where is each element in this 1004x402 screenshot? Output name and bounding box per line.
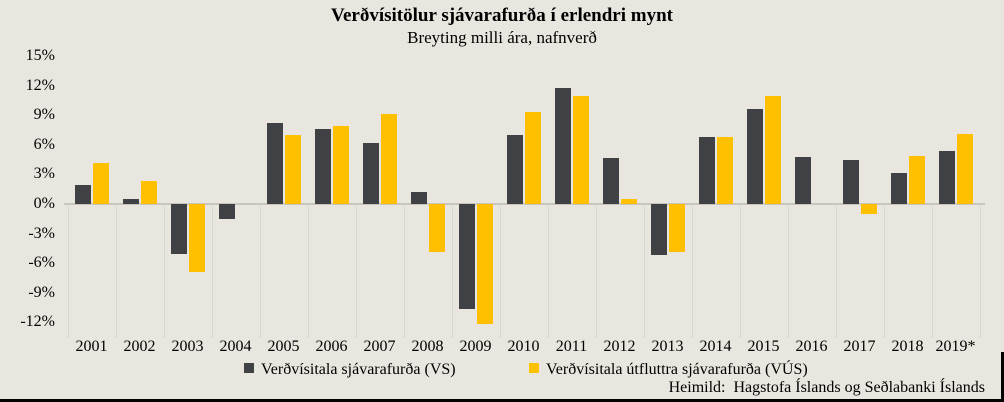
bar-vs-2002 bbox=[122, 199, 139, 204]
legend-label-vus: Verðvísitala útfluttra sjávarafurða (VÚS… bbox=[546, 361, 808, 378]
y-axis-tick-label: 6% bbox=[33, 135, 55, 153]
bar-vus-2003 bbox=[188, 204, 205, 272]
zero-axis-line bbox=[64, 203, 985, 205]
bar-vus-2019 bbox=[956, 134, 973, 204]
bar-vus-2002 bbox=[140, 181, 157, 204]
category-boundary-tick bbox=[499, 204, 501, 337]
category-boundary-tick bbox=[547, 204, 549, 337]
bar-vs-2013 bbox=[650, 204, 667, 256]
y-axis-tick-label: -3% bbox=[28, 224, 55, 242]
y-axis-tick-label: -6% bbox=[28, 254, 55, 272]
bar-vus-2009 bbox=[476, 204, 493, 325]
chart-subtitle: Breyting milli ára, nafnverð bbox=[407, 28, 597, 47]
bar-vs-2011 bbox=[554, 87, 571, 204]
bar-vus-2017 bbox=[860, 204, 877, 214]
bar-vs-2014 bbox=[698, 137, 715, 204]
x-axis-label-2003: 2003 bbox=[171, 338, 204, 355]
right-border-segment bbox=[1001, 352, 1004, 402]
bar-vus-2014 bbox=[716, 137, 733, 204]
bar-vs-2005 bbox=[266, 123, 283, 204]
category-boundary-tick bbox=[163, 204, 165, 337]
category-boundary-tick bbox=[691, 204, 693, 337]
bar-vs-2004 bbox=[218, 204, 235, 219]
bar-vs-2016 bbox=[794, 156, 811, 204]
bottom-border-line bbox=[0, 399, 1004, 402]
bar-vus-2001 bbox=[92, 162, 109, 204]
x-axis-label-2015: 2015 bbox=[747, 338, 780, 355]
y-axis-tick-label: -12% bbox=[20, 313, 55, 331]
bar-vs-2001 bbox=[74, 185, 91, 204]
bar-vus-2012 bbox=[620, 199, 637, 204]
bar-vs-2012 bbox=[602, 157, 619, 204]
y-axis-tick-label: 0% bbox=[33, 195, 55, 212]
x-axis-label-2014: 2014 bbox=[699, 338, 732, 355]
bar-vs-2007 bbox=[362, 142, 379, 204]
x-axis-label-2005: 2005 bbox=[267, 338, 300, 355]
x-axis-label-2001: 2001 bbox=[75, 338, 108, 355]
legend-label-vs: Verðvísitala sjávarafurða (VS) bbox=[261, 361, 456, 378]
bar-vus-2018 bbox=[908, 155, 925, 204]
bar-vs-2019 bbox=[938, 150, 955, 204]
chart-title: Verðvísitölur sjávarafurða í erlendri my… bbox=[331, 5, 673, 26]
x-axis-label-2006: 2006 bbox=[315, 338, 348, 355]
x-axis-label-2017: 2017 bbox=[843, 338, 876, 355]
bar-vus-2008 bbox=[428, 204, 445, 253]
category-boundary-tick bbox=[355, 204, 357, 337]
category-boundary-tick bbox=[835, 204, 837, 337]
bar-vus-2010 bbox=[524, 111, 541, 204]
bar-vs-2010 bbox=[506, 135, 523, 204]
category-boundary-tick bbox=[643, 204, 645, 337]
category-boundary-tick bbox=[307, 204, 309, 337]
y-axis-tick-label: 12% bbox=[25, 76, 55, 94]
source-note: Heimild: Hagstofa Íslands og Seðlabanki … bbox=[668, 379, 985, 396]
x-axis-label-2007: 2007 bbox=[363, 338, 396, 355]
bar-vus-2006 bbox=[332, 126, 349, 204]
category-boundary-tick bbox=[451, 204, 453, 337]
category-boundary-tick bbox=[883, 204, 885, 337]
category-boundary-tick bbox=[931, 204, 933, 337]
vus-legend-swatch-icon bbox=[529, 363, 539, 373]
category-boundary-tick bbox=[259, 204, 261, 337]
category-boundary-tick bbox=[739, 204, 741, 337]
bar-vus-2011 bbox=[572, 95, 589, 204]
bar-vs-2008 bbox=[410, 192, 427, 204]
x-axis-label-2008: 2008 bbox=[411, 338, 444, 355]
legend-item-vs: Verðvísitala sjávarafurða (VS) bbox=[244, 360, 456, 380]
bar-vus-2007 bbox=[380, 114, 397, 204]
category-boundary-tick bbox=[67, 204, 69, 337]
x-axis-label-2013: 2013 bbox=[651, 338, 684, 355]
category-boundary-tick bbox=[115, 204, 117, 337]
y-axis-tick-label: 15% bbox=[25, 47, 55, 65]
y-axis-tick-label: 9% bbox=[33, 106, 55, 124]
category-boundary-tick bbox=[787, 204, 789, 337]
x-axis-label-2010: 2010 bbox=[507, 338, 540, 355]
bar-vus-2013 bbox=[668, 204, 685, 253]
bar-vs-2009 bbox=[458, 204, 475, 310]
bar-vs-2006 bbox=[314, 129, 331, 204]
x-axis-label-2004: 2004 bbox=[219, 338, 252, 355]
vs-legend-swatch-icon bbox=[244, 363, 254, 373]
x-axis-label-2018: 2018 bbox=[891, 338, 924, 355]
x-axis-label-2011: 2011 bbox=[555, 338, 588, 355]
x-axis-label-2019: 2019* bbox=[935, 338, 976, 355]
category-boundary-tick bbox=[979, 204, 981, 337]
legend-item-vus: Verðvísitala útfluttra sjávarafurða (VÚS… bbox=[529, 360, 808, 380]
x-axis-label-2012: 2012 bbox=[603, 338, 636, 355]
x-axis-label-2002: 2002 bbox=[123, 338, 156, 355]
bar-vus-2015 bbox=[764, 95, 781, 204]
y-axis-tick-label: -9% bbox=[28, 283, 55, 301]
y-axis-tick-label: 3% bbox=[33, 165, 55, 183]
category-boundary-tick bbox=[595, 204, 597, 337]
bar-vus-2005 bbox=[284, 135, 301, 204]
bar-vs-2003 bbox=[170, 204, 187, 255]
category-boundary-tick bbox=[211, 204, 213, 337]
x-axis-label-2009: 2009 bbox=[459, 338, 492, 355]
bar-vs-2017 bbox=[842, 159, 859, 204]
category-boundary-tick bbox=[403, 204, 405, 337]
bar-vs-2015 bbox=[746, 108, 763, 204]
bar-vs-2018 bbox=[890, 173, 907, 204]
x-axis-label-2016: 2016 bbox=[795, 338, 828, 355]
